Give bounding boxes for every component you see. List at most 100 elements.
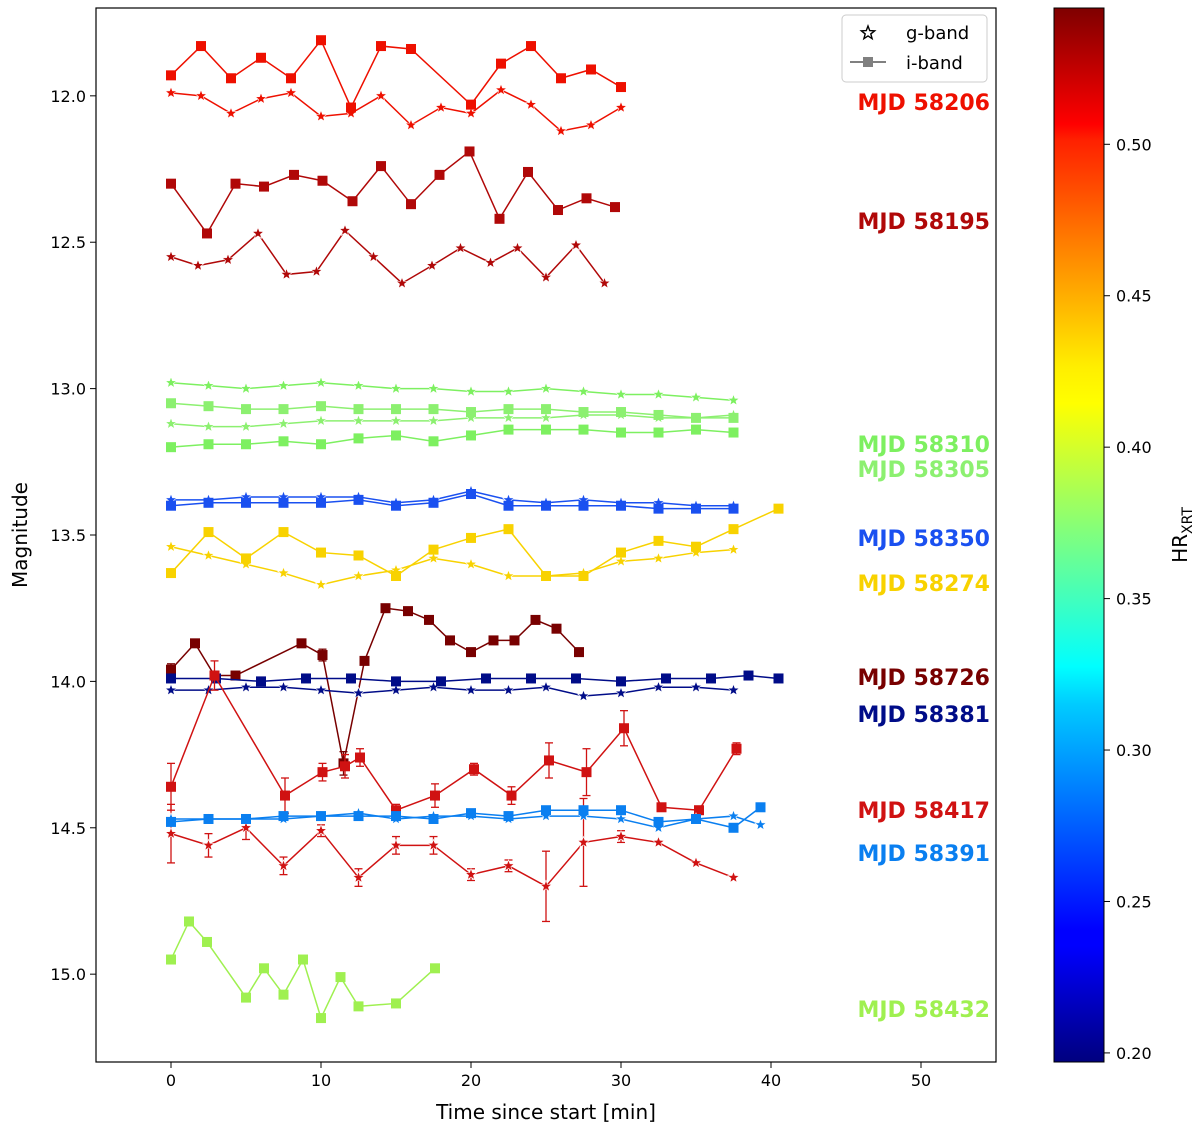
colorbar-tick-label: 0.50 — [1116, 135, 1152, 154]
data-point-square — [728, 524, 739, 535]
data-point-square — [728, 822, 739, 833]
data-point-star — [314, 413, 328, 427]
data-point-star — [539, 381, 553, 395]
data-point-square — [166, 500, 176, 511]
data-point-star — [239, 820, 253, 834]
legend: g-band i-band — [841, 14, 988, 83]
data-point-star — [426, 838, 441, 851]
data-point-star — [276, 566, 291, 579]
epoch-label: MJD 58391 — [857, 842, 990, 867]
data-point-square — [530, 614, 541, 625]
data-point-square — [616, 427, 626, 438]
data-point-star — [453, 241, 468, 254]
data-point-star — [395, 276, 409, 289]
data-point-square — [578, 570, 589, 581]
data-point-square — [166, 568, 176, 579]
data-point-square — [278, 497, 289, 508]
data-point-square — [616, 500, 626, 511]
data-point-square — [578, 407, 589, 418]
data-point-star — [584, 118, 598, 131]
data-point-star — [576, 384, 591, 398]
data-point-star — [524, 97, 538, 111]
data-point-square — [773, 673, 784, 684]
data-point-square — [509, 635, 520, 646]
data-point-star — [164, 826, 178, 840]
data-point-square — [586, 64, 596, 75]
data-point-star — [689, 856, 703, 869]
data-point-square — [541, 570, 551, 581]
data-point-square — [353, 1001, 364, 1012]
data-point-square — [428, 497, 439, 508]
data-point-square — [316, 811, 326, 822]
data-point-square — [203, 401, 214, 412]
data-point-square — [430, 963, 440, 974]
data-point-square — [278, 811, 289, 822]
data-point-square — [445, 635, 455, 646]
data-point-square — [728, 503, 739, 514]
data-point-star — [651, 680, 666, 693]
series-layer — [164, 35, 784, 1024]
data-point-star — [539, 879, 553, 892]
data-point-square — [436, 676, 446, 687]
data-point-square — [256, 52, 266, 63]
data-point-star — [239, 381, 253, 395]
data-point-star — [426, 381, 441, 395]
data-point-square — [466, 489, 476, 500]
data-point-star — [164, 375, 178, 389]
colorbar-ticks: 0.20 0.25 0.30 0.35 0.40 0.45 0.50 — [1104, 135, 1152, 1063]
data-point-square — [430, 790, 440, 801]
data-point-square — [359, 655, 370, 666]
data-point-star — [201, 419, 216, 433]
data-point-star — [726, 393, 741, 406]
data-point-star — [164, 539, 178, 553]
data-point-square — [347, 196, 358, 207]
data-point-star — [464, 867, 478, 881]
data-point-square — [316, 401, 326, 412]
data-point-square — [316, 439, 326, 450]
data-point-star — [726, 809, 741, 822]
series-i-band-epoch-3 — [166, 398, 739, 423]
data-point-square — [391, 811, 401, 822]
data-point-star — [239, 680, 253, 693]
x-tick-label: 20 — [461, 1071, 481, 1090]
data-point-square — [503, 404, 514, 415]
epoch-label: MJD 58432 — [857, 998, 990, 1023]
data-point-star — [614, 829, 628, 843]
data-point-star — [351, 686, 366, 699]
data-point-square — [278, 989, 289, 1000]
data-point-square — [691, 813, 701, 824]
epoch-label: MJD 58310 — [857, 433, 990, 458]
data-point-square — [166, 816, 176, 827]
data-point-square — [731, 743, 742, 754]
x-axis-label: Time since start [min] — [435, 1100, 656, 1124]
data-point-square — [391, 430, 401, 441]
data-point-square — [316, 1013, 326, 1024]
data-point-star — [726, 870, 741, 884]
data-point-square — [376, 161, 386, 172]
data-point-square — [353, 550, 364, 561]
data-point-square — [706, 673, 716, 684]
data-point-square — [406, 43, 416, 54]
data-point-star — [389, 413, 403, 427]
series-line — [170, 89, 622, 132]
data-point-square — [230, 178, 241, 189]
data-point-star — [464, 384, 478, 398]
series-line — [170, 493, 734, 510]
series-g-band-epoch-2 — [164, 375, 741, 406]
data-point-square — [691, 503, 701, 514]
data-point-square — [496, 58, 506, 69]
data-point-star — [164, 250, 178, 263]
data-point-star — [338, 223, 352, 237]
data-point-square — [203, 497, 214, 508]
series-line — [170, 382, 734, 402]
data-point-square — [346, 673, 356, 684]
data-point-square — [317, 767, 328, 778]
data-point-square — [574, 647, 584, 658]
data-point-square — [653, 535, 664, 546]
data-point-square — [578, 424, 589, 435]
data-point-star — [309, 264, 324, 278]
data-point-square — [403, 606, 413, 617]
data-point-square — [241, 497, 251, 508]
data-point-square — [553, 205, 563, 216]
y-axis-label: Magnitude — [8, 482, 32, 588]
